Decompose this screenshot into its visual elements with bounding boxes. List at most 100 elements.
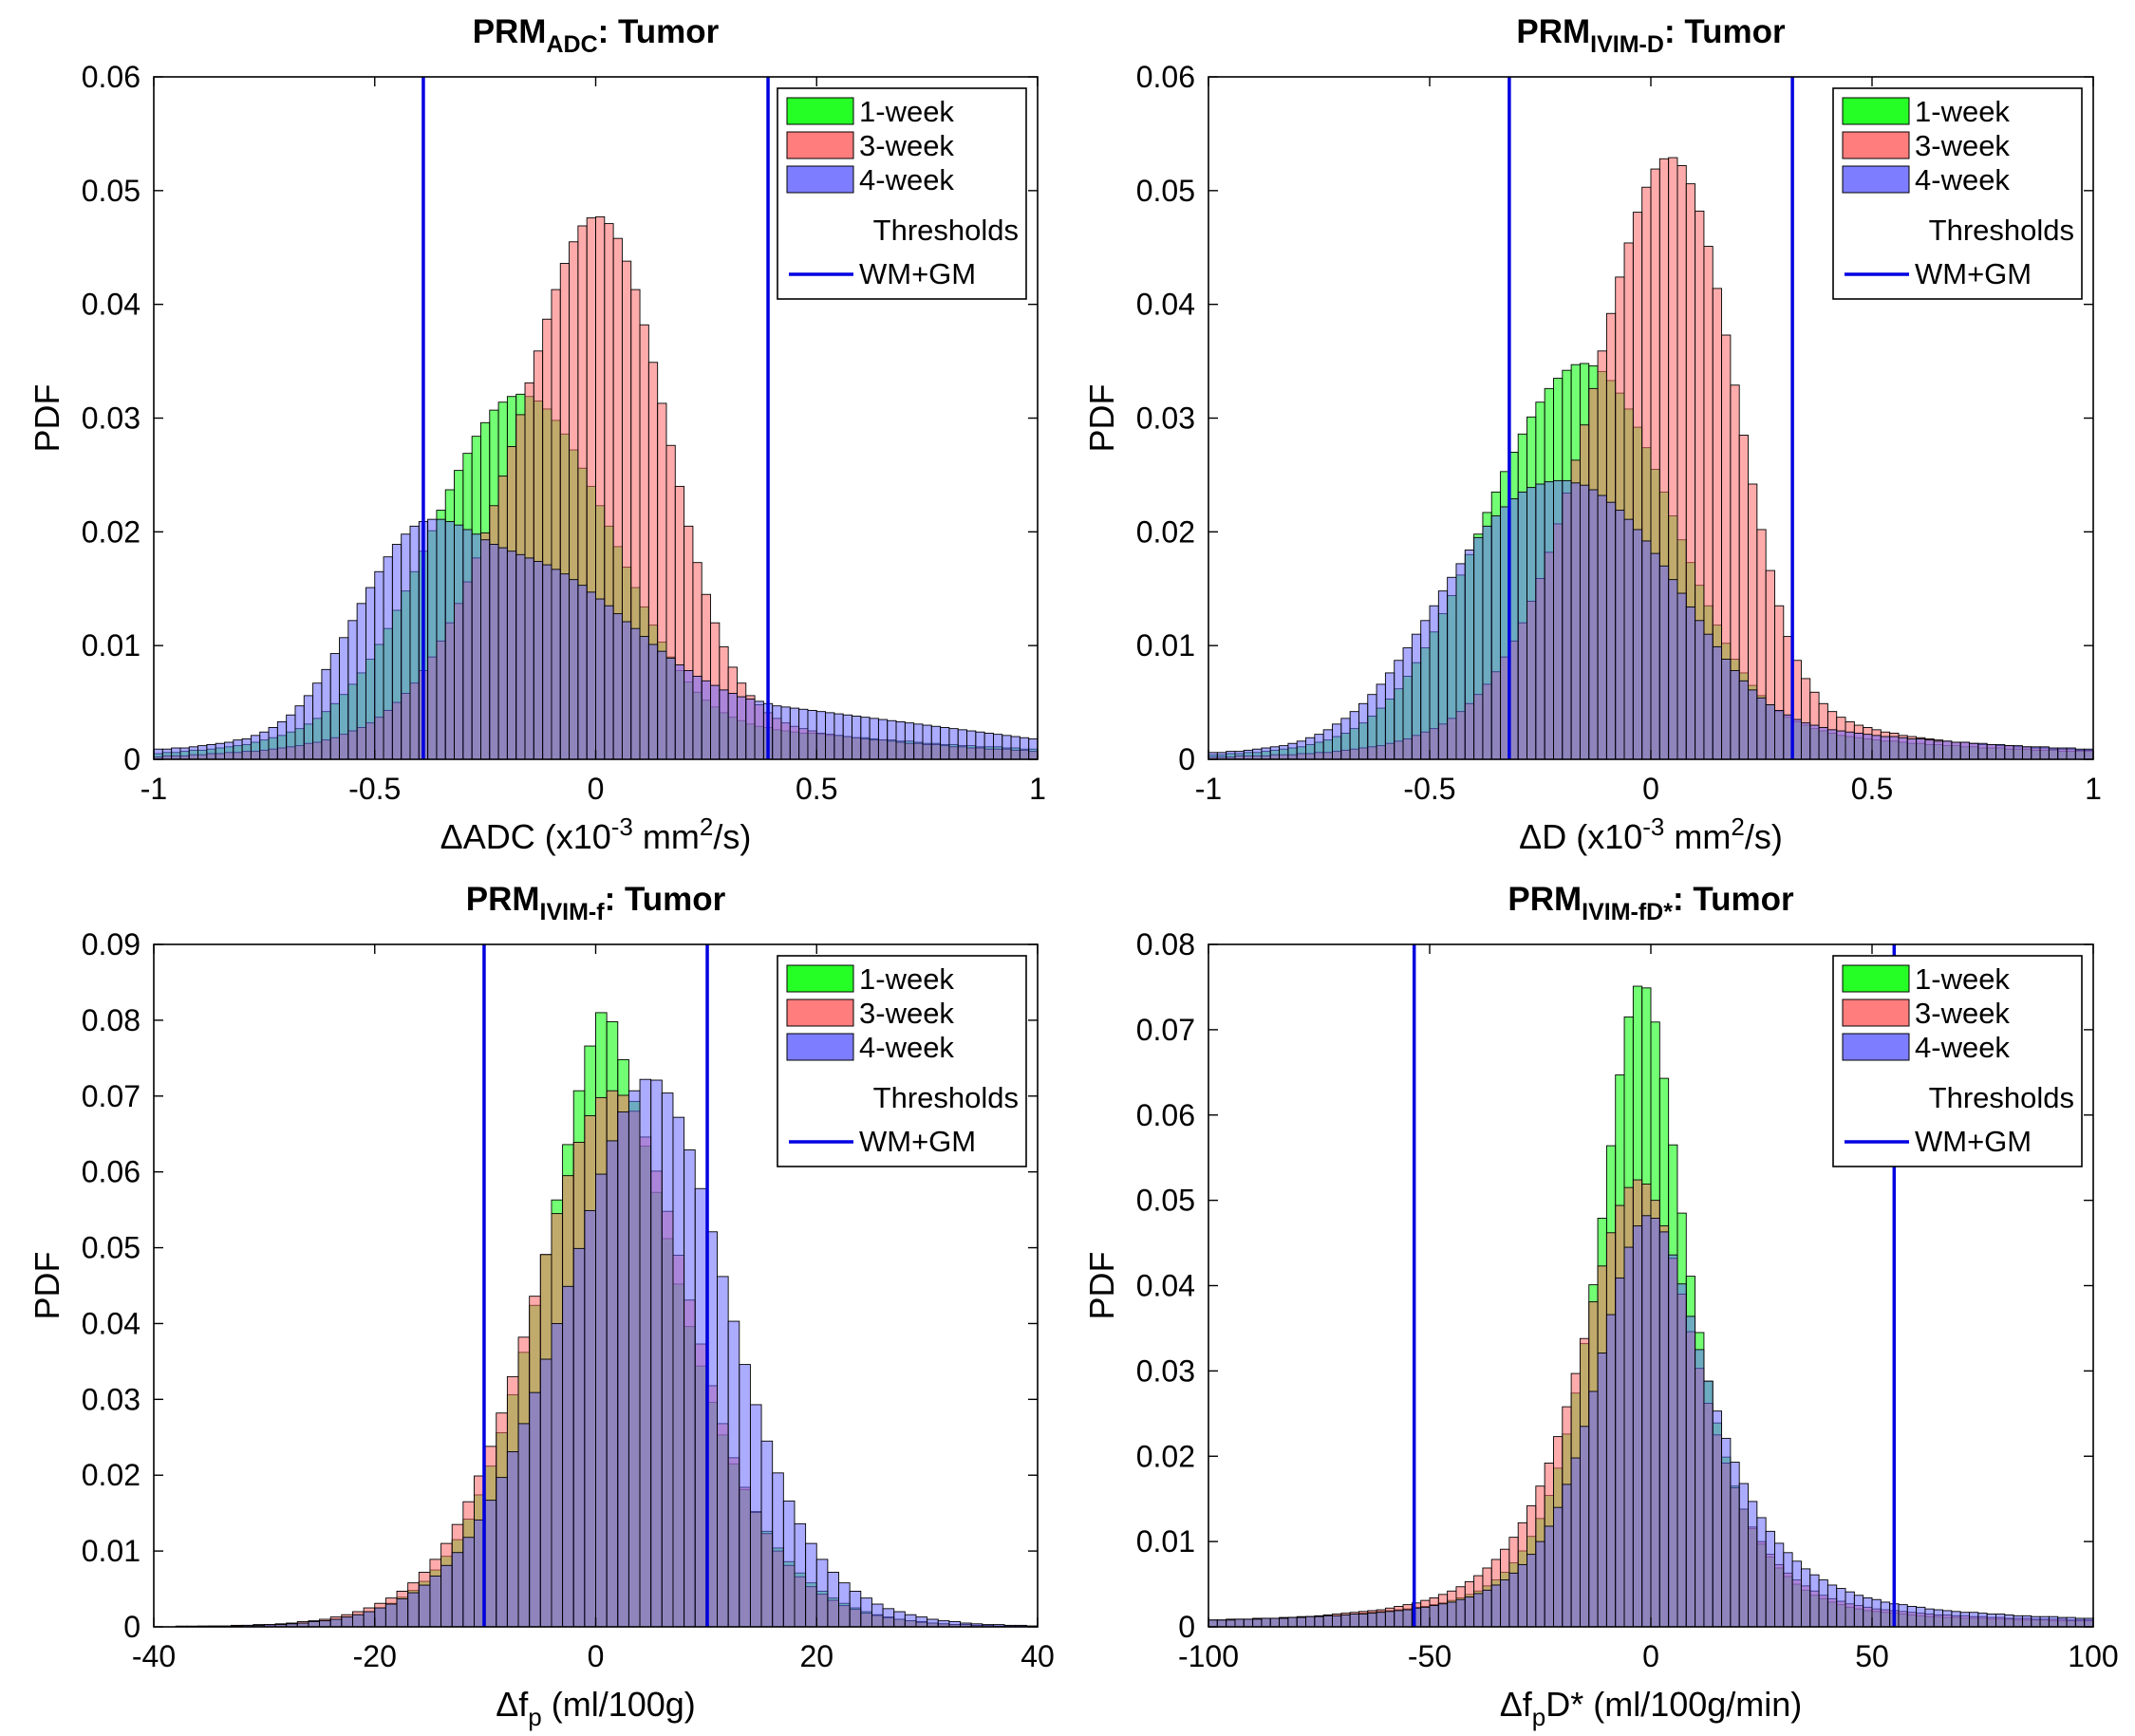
histogram-bar (1526, 1554, 1537, 1627)
histogram-bar (1464, 1596, 1475, 1627)
histogram-bar (1473, 536, 1484, 759)
histogram-bar (1010, 736, 1021, 759)
histogram-bar (1028, 737, 1038, 759)
histogram-bar (842, 714, 852, 759)
legend-label: 1-week (859, 962, 954, 996)
histogram-bar (1208, 752, 1218, 759)
histogram-bar (737, 696, 747, 759)
histogram-bar (1986, 743, 1996, 759)
histogram-bar (233, 739, 243, 759)
histogram-bar (454, 524, 464, 759)
histogram-bar (915, 1616, 928, 1627)
histogram-bar (621, 621, 632, 759)
legend-label: 3-week (1915, 997, 2010, 1030)
histogram-bar (1658, 565, 1670, 759)
histogram-bar (2084, 748, 2093, 759)
histogram-bar (647, 644, 659, 759)
histogram-bar (1358, 702, 1369, 759)
histogram-bar (1800, 1568, 1811, 1627)
histogram-bar (1969, 1612, 1979, 1627)
y-tick-label: 0.02 (1136, 1439, 1195, 1473)
histogram-bar (1437, 1603, 1449, 1627)
histogram-bar (1826, 1584, 1838, 1627)
histogram-bar (1394, 1610, 1404, 1627)
histogram-bar (1863, 1596, 1873, 1627)
histogram-bar (496, 1477, 508, 1627)
histogram-bar (1712, 645, 1723, 759)
histogram-bar (586, 591, 596, 759)
histogram-bar (1490, 515, 1502, 759)
histogram-bar (595, 1173, 608, 1627)
histogram-bar (1977, 1613, 1988, 1627)
histogram-bar (1703, 1380, 1714, 1627)
histogram-bar (1243, 1618, 1254, 1627)
histogram-bar (657, 650, 667, 759)
histogram-bar (1279, 1617, 1289, 1627)
x-tick-label: -50 (1408, 1639, 1451, 1673)
histogram-bar (2057, 1616, 2068, 1627)
legend-swatch-3-week (1842, 131, 1910, 159)
histogram-bar (1986, 1614, 1996, 1627)
histogram-bar (1411, 633, 1422, 759)
histogram-bar (1562, 1484, 1572, 1627)
histogram-bar (672, 1116, 685, 1627)
histogram-bar (329, 1618, 343, 1627)
histogram-bar (1490, 1584, 1502, 1627)
histogram-bar (727, 693, 738, 759)
histogram-bar (1959, 1612, 1970, 1627)
histogram-bar (1765, 1530, 1775, 1627)
histogram-bar (551, 569, 561, 759)
histogram-bar (1553, 1506, 1564, 1627)
y-tick-label: 0.04 (1136, 288, 1195, 322)
histogram-bar (937, 1620, 950, 1627)
legend-label: 4-week (859, 1031, 954, 1064)
histogram-bar (1809, 724, 1820, 759)
chart-title: PRMIVIM-f: Tumor (466, 881, 726, 925)
histogram-bar (1367, 1613, 1377, 1627)
histogram-bar (224, 741, 234, 759)
histogram-bar (1544, 481, 1554, 759)
histogram-bar (1756, 697, 1767, 759)
x-tick-label: -1 (140, 772, 167, 806)
histogram-bar (833, 713, 844, 759)
histogram-bar (1818, 727, 1828, 759)
histogram-bar (1668, 579, 1678, 759)
y-tick-label: 0 (123, 1610, 140, 1644)
histogram-bar (904, 1614, 917, 1627)
histogram-bar (913, 723, 924, 759)
histogram-bar (1641, 540, 1652, 759)
chart-panel-2: -1 -0.5 0 0.5 1 0 0.01 0.02 0.03 0.04 0.05 0.06 PDF P… (1082, 13, 2102, 856)
histogram-bar (1588, 1391, 1599, 1627)
histogram-bar (2039, 1615, 2050, 1627)
histogram-bar (1597, 495, 1607, 759)
histogram-bar (661, 1092, 674, 1627)
x-tick-label: 0 (588, 1639, 605, 1673)
histogram-bar (1226, 751, 1236, 759)
histogram-bar (877, 719, 889, 759)
legend-swatch-3-week (786, 999, 854, 1027)
histogram-bar (1605, 501, 1617, 759)
y-tick-label: 0.01 (82, 1534, 140, 1568)
histogram-bar (2031, 1615, 2041, 1627)
histogram-bar (1933, 740, 1944, 759)
histogram-bar (577, 585, 588, 759)
histogram-bar (1738, 1483, 1749, 1627)
histogram-bar (374, 1607, 386, 1627)
histogram-bar (276, 721, 288, 759)
histogram-bar (401, 533, 411, 759)
histogram-bar (815, 1559, 829, 1627)
histogram-bar (794, 1522, 807, 1627)
legend-swatch-4-week (786, 165, 854, 194)
histogram-bar (927, 1618, 939, 1627)
y-axis-label: PDF (28, 1252, 66, 1320)
histogram-bar (1420, 1606, 1431, 1627)
histogram-bar (533, 561, 544, 759)
histogram-bar (429, 1576, 442, 1627)
histogram-bar (1995, 1614, 2006, 1627)
series-4-week (1208, 1215, 2093, 1627)
histogram-bar (383, 556, 393, 759)
histogram-bar (1721, 1437, 1732, 1627)
y-axis-label: PDF (28, 384, 66, 453)
histogram-bar (1349, 1614, 1359, 1627)
histogram-bar (1588, 489, 1599, 759)
